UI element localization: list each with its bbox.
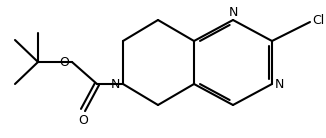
Text: O: O	[78, 114, 88, 127]
Text: O: O	[59, 55, 69, 68]
Text: Cl: Cl	[312, 14, 324, 27]
Text: N: N	[111, 79, 120, 91]
Text: N: N	[228, 6, 238, 19]
Text: N: N	[275, 79, 284, 91]
